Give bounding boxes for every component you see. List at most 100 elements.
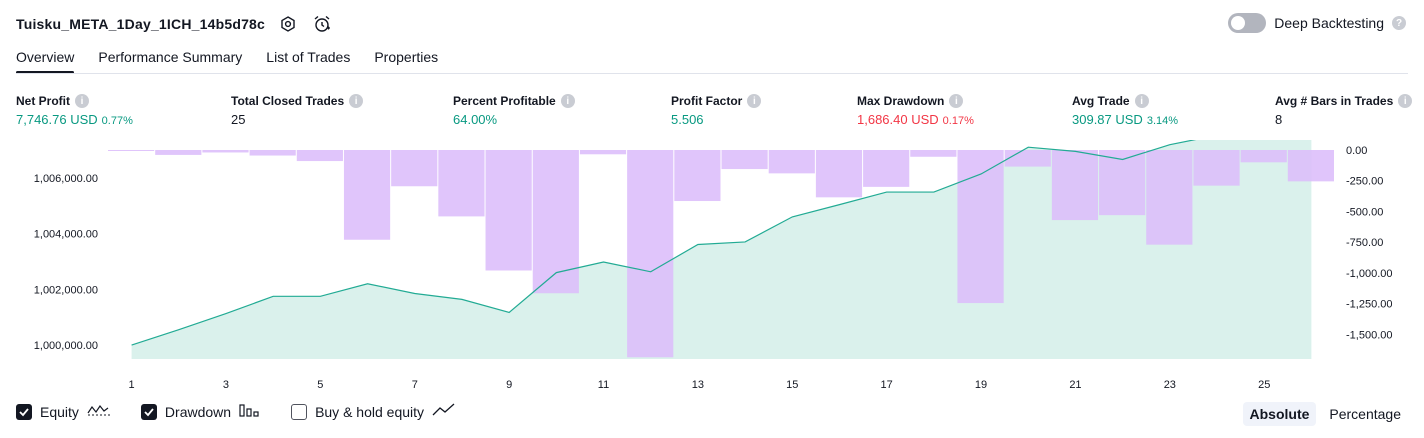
drawdown-bar xyxy=(485,150,532,271)
info-icon[interactable]: i xyxy=(747,94,762,108)
equity-line xyxy=(131,140,1197,346)
x-axis-tick-label: 7 xyxy=(412,379,418,391)
right-axis-tick-label: -250.00 xyxy=(1346,176,1383,188)
x-axis-tick-label: 19 xyxy=(975,379,987,391)
metric-percent-profitable: Percent Profitable i 64.00% xyxy=(453,92,575,127)
strategy-title: Tuisku_META_1Day_1ICH_14b5d78c xyxy=(16,16,266,32)
drawdown-bar xyxy=(627,150,674,358)
metric-label: Percent Profitable xyxy=(453,94,556,108)
equity-wave-icon xyxy=(87,403,111,420)
metrics-row: Net Profit i 7,746.76 USD 0.77% Total Clos… xyxy=(0,92,1424,132)
drawdown-bar xyxy=(910,150,957,157)
drawdown-bar xyxy=(202,150,249,153)
drawdown-bar xyxy=(674,150,721,202)
drawdown-bar xyxy=(343,150,391,240)
metric-value: 1,686.40 USD xyxy=(857,112,939,127)
tab-list-of-trades[interactable]: List of Trades xyxy=(266,49,351,65)
info-icon[interactable]: i xyxy=(1134,94,1149,108)
strategy-header: Tuisku_META_1Day_1ICH_14b5d78c xyxy=(16,12,333,36)
drawdown-bar xyxy=(1193,150,1240,186)
left-axis-tick-label: 1,000,000.00 xyxy=(34,340,98,352)
buy-hold-checkbox[interactable] xyxy=(291,403,308,420)
trend-line-icon xyxy=(432,403,456,420)
metric-label: Max Drawdown xyxy=(857,94,945,108)
drawdown-bar xyxy=(391,150,438,187)
drawdown-bar xyxy=(1146,150,1193,245)
tab-performance-summary[interactable]: Performance Summary xyxy=(98,49,243,65)
equity-drawdown-chart[interactable]: 1,000,000.00 1,002,000.00 1,004,000.00 1,00… xyxy=(0,140,1424,398)
deep-backtesting-label: Deep Backtesting xyxy=(1274,15,1384,31)
info-icon[interactable]: i xyxy=(560,94,575,108)
drawdown-bar xyxy=(1051,150,1099,221)
legend-buy-hold[interactable]: Buy & hold equity xyxy=(291,403,456,420)
drawdown-bar xyxy=(815,150,863,198)
drawdown-bar xyxy=(863,150,910,187)
legend-drawdown[interactable]: Drawdown xyxy=(140,403,261,420)
right-axis-tick-label: -750.00 xyxy=(1346,237,1383,249)
x-axis-tick-label: 15 xyxy=(786,379,798,391)
drawdown-bar xyxy=(1287,150,1334,182)
metric-avg-bars: Avg # Bars in Trades i 8 xyxy=(1275,92,1413,127)
chart-legend: Equity Drawdown Buy & hold equity xyxy=(16,403,456,420)
left-axis-tick-label: 1,002,000.00 xyxy=(34,284,98,296)
x-axis-tick-label: 3 xyxy=(223,379,229,391)
legend-buy-hold-label: Buy & hold equity xyxy=(315,403,425,420)
equity-checkbox[interactable] xyxy=(16,403,32,420)
metric-value: 8 xyxy=(1275,112,1283,127)
settings-icon[interactable] xyxy=(277,13,299,35)
tab-divider xyxy=(16,73,1408,74)
metric-profit-factor: Profit Factor i 5.506 xyxy=(671,92,762,127)
right-axis-tick-label: -1,000.00 xyxy=(1346,268,1392,280)
metric-total-closed-trades: Total Closed Trades i 25 xyxy=(231,92,364,127)
info-icon[interactable]: i xyxy=(1398,94,1413,108)
metric-value: 309.87 USD xyxy=(1072,112,1143,127)
drawdown-bar xyxy=(108,150,155,151)
x-axis-tick-label: 21 xyxy=(1069,379,1081,391)
drawdown-checkbox[interactable] xyxy=(140,403,157,420)
alert-clock-icon[interactable] xyxy=(311,13,333,35)
legend-equity[interactable]: Equity xyxy=(16,403,111,420)
x-axis-tick-label: 1 xyxy=(129,379,135,391)
drawdown-bar xyxy=(532,150,579,294)
info-icon[interactable]: i xyxy=(75,94,89,108)
x-axis-tick-label: 13 xyxy=(692,379,704,391)
metric-avg-trade: Avg Trade i 309.87 USD 3.14% xyxy=(1072,92,1178,127)
drawdown-bar xyxy=(249,150,296,156)
right-axis-tick-label: -1,250.00 xyxy=(1346,299,1392,311)
right-axis-tick-label: -500.00 xyxy=(1346,206,1383,218)
left-axis-tick-label: 1,004,000.00 xyxy=(34,229,98,241)
info-icon[interactable]: i xyxy=(349,94,364,108)
mode-absolute[interactable]: Absolute xyxy=(1242,402,1317,426)
drawdown-bars-icon xyxy=(239,403,261,420)
toggle-knob xyxy=(1231,16,1246,30)
left-axis-tick-label: 1,006,000.00 xyxy=(34,173,98,185)
x-axis-tick-label: 25 xyxy=(1258,379,1270,391)
drawdown-bar xyxy=(1004,150,1051,167)
legend-drawdown-label: Drawdown xyxy=(164,403,232,420)
deep-backtesting: Deep Backtesting ? xyxy=(1228,13,1406,33)
equity-area xyxy=(131,140,1312,359)
mode-percentage[interactable]: Percentage xyxy=(1329,406,1401,422)
x-axis-tick-label: 23 xyxy=(1164,379,1176,391)
metric-label: Total Closed Trades xyxy=(231,94,345,108)
tab-overview[interactable]: Overview xyxy=(16,46,75,74)
display-mode-switch: Absolute Percentage xyxy=(1242,402,1409,426)
info-icon[interactable]: i xyxy=(949,94,964,108)
drawdown-bar xyxy=(1099,150,1146,216)
tab-properties[interactable]: Properties xyxy=(374,49,439,65)
metric-max-drawdown: Max Drawdown i 1,686.40 USD 0.17% xyxy=(857,92,974,127)
metric-value: 7,746.76 USD xyxy=(16,112,98,127)
tab-bar: Overview Performance Summary List of Tra… xyxy=(16,46,438,74)
legend-equity-label: Equity xyxy=(40,403,79,420)
right-axis-tick-label: -1,500.00 xyxy=(1346,329,1392,341)
metric-label: Net Profit xyxy=(16,94,70,108)
drawdown-bar xyxy=(768,150,815,174)
metric-value: 5.506 xyxy=(671,112,704,127)
help-icon[interactable]: ? xyxy=(1392,16,1406,30)
right-axis-tick-label: 0.00 xyxy=(1346,145,1367,157)
x-axis-tick-label: 5 xyxy=(317,379,323,391)
metric-percent: 3.14% xyxy=(1146,115,1179,127)
metric-net-profit: Net Profit i 7,746.76 USD 0.77% xyxy=(16,92,133,127)
deep-backtesting-toggle[interactable] xyxy=(1228,13,1267,33)
drawdown-bar xyxy=(438,150,485,217)
